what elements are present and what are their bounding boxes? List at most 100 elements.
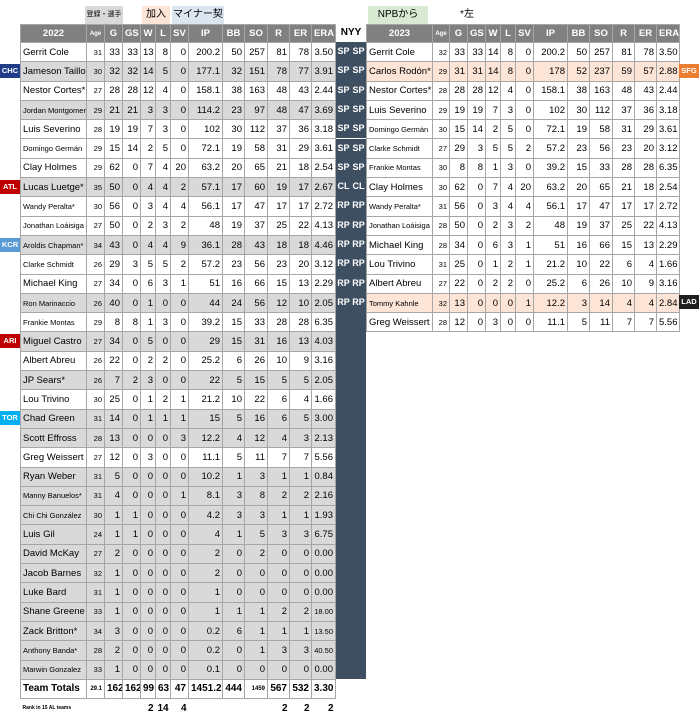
- col-so: SO: [589, 24, 613, 43]
- stat-l: 0: [155, 505, 171, 526]
- stat-g: 2: [104, 640, 123, 661]
- stat-l: 0: [155, 563, 171, 584]
- total-bb: 444: [222, 678, 245, 700]
- stat-l: 3: [500, 99, 516, 121]
- stat-age: 31: [432, 254, 450, 275]
- stat-r: 31: [612, 119, 635, 140]
- stat-sv: 0: [170, 41, 189, 63]
- rank-l: 14: [157, 702, 169, 714]
- table-row: Luke Bard 31 1 0 0 0 0 1 0 0 0 0 0.00: [20, 582, 336, 603]
- stat-w: 4: [140, 177, 156, 198]
- stat-bb: 38: [567, 80, 590, 101]
- stat-age: 30: [86, 389, 105, 410]
- stat-ip: 2: [188, 543, 223, 565]
- stat-age: 30: [86, 61, 105, 82]
- stat-era: 3.12: [311, 254, 336, 275]
- stat-era: 2.54: [656, 177, 680, 198]
- stat-sv: 0: [170, 563, 189, 584]
- player-name: Lou Trivino: [366, 254, 433, 275]
- stat-ip: 178: [533, 61, 568, 82]
- stat-ip: 1: [188, 601, 223, 622]
- stat-era: 6.75: [311, 524, 336, 545]
- player-name: Gerrit Cole: [366, 41, 433, 63]
- stat-age: 27: [86, 543, 105, 565]
- stat-bb: 3: [567, 292, 590, 314]
- stat-era: 3.12: [656, 138, 680, 159]
- stat-r: 7: [612, 312, 635, 333]
- table-row: Wandy Peralta* 30 56 0 3 4 4 56.1 17 47 17 17 2.72: [20, 196, 336, 217]
- table-row: Ron Marinaccio 26 40 0 1 0 0 44 24 56 12 10 2.05: [20, 292, 336, 314]
- stat-sv: 0: [170, 312, 189, 333]
- stat-ip: 22: [188, 370, 223, 391]
- stat-sv: 20: [170, 157, 189, 179]
- stat-r: 37: [267, 119, 290, 140]
- col-era: ERA: [656, 24, 680, 43]
- stat-sv: 2: [170, 215, 189, 236]
- stat-sv: 1: [170, 273, 189, 294]
- stat-bb: 0: [222, 543, 245, 565]
- stat-er: 43: [289, 80, 312, 101]
- col-sv: SV: [515, 24, 534, 43]
- stat-r: 37: [612, 99, 635, 121]
- stat-so: 26: [244, 350, 268, 372]
- stat-er: 17: [289, 177, 312, 198]
- role-badge: RP: [351, 215, 366, 235]
- player-name: Albert Abreu: [20, 350, 87, 372]
- stat-w: 2: [485, 273, 501, 294]
- stat-bb: 5: [222, 447, 245, 468]
- stat-gs: 31: [467, 61, 486, 82]
- stat-era: 1.66: [311, 389, 336, 410]
- team-tag: SFG: [679, 63, 699, 78]
- player-name: Luke Bard: [20, 582, 87, 603]
- role-badge: RP: [336, 196, 351, 216]
- stat-g: 1: [104, 524, 123, 545]
- stat-era: 0.00: [311, 543, 336, 565]
- table-row: Lou Trivino 31 25 0 1 2 1 21.2 10 22 6 4 1.66: [366, 254, 680, 275]
- stat-ip: 56.1: [188, 196, 223, 217]
- stat-bb: 23: [567, 138, 590, 159]
- stat-w: 6: [140, 273, 156, 294]
- stat-gs: 0: [122, 620, 141, 642]
- stat-gs: 0: [122, 350, 141, 372]
- player-name: Jordan Montgomery*: [20, 99, 87, 121]
- stat-er: 28: [289, 312, 312, 333]
- table-row: Gerrit Cole 31 33 33 13 8 0 200.2 50 257 81 78 3.50: [20, 41, 336, 63]
- stat-er: 2: [289, 485, 312, 507]
- stat-age: 29: [86, 99, 105, 121]
- stat-gs: 33: [122, 41, 141, 63]
- stat-so: 33: [244, 312, 268, 333]
- stat-l: 5: [155, 254, 171, 275]
- stat-g: 31: [449, 61, 468, 82]
- stat-er: 47: [289, 99, 312, 121]
- stat-g: 8: [449, 157, 468, 179]
- stat-bb: 17: [567, 196, 590, 217]
- stat-er: 43: [634, 80, 657, 101]
- total-gs: 162: [122, 678, 141, 700]
- stat-era: 2.05: [311, 370, 336, 391]
- stat-gs: 0: [122, 234, 141, 256]
- stat-gs: 0: [122, 601, 141, 622]
- stat-w: 0: [140, 505, 156, 526]
- stat-r: 7: [267, 447, 290, 468]
- col-ip: IP: [533, 24, 568, 43]
- stat-er: 4: [634, 254, 657, 275]
- role-badge: RP: [351, 273, 366, 293]
- stat-ip: 1: [188, 582, 223, 603]
- player-name: Frankie Montas: [20, 312, 87, 333]
- player-name: Greg Weissert: [20, 447, 87, 468]
- stat-age: 31: [86, 582, 105, 603]
- stat-era: 3.50: [656, 41, 680, 63]
- stat-er: 1: [289, 620, 312, 642]
- stat-w: 6: [485, 234, 501, 256]
- stat-r: 15: [612, 234, 635, 256]
- stat-age: 31: [432, 196, 450, 217]
- stat-l: 4: [500, 177, 516, 198]
- role-badge: SP: [351, 138, 366, 158]
- stat-era: 1.93: [311, 505, 336, 526]
- col-ip: IP: [188, 24, 223, 43]
- player-name: Jacob Barnes: [20, 563, 87, 584]
- stat-sv: 0: [170, 543, 189, 565]
- stat-age: 29: [86, 157, 105, 179]
- stat-l: 0: [155, 485, 171, 507]
- stat-age: 28: [432, 80, 450, 101]
